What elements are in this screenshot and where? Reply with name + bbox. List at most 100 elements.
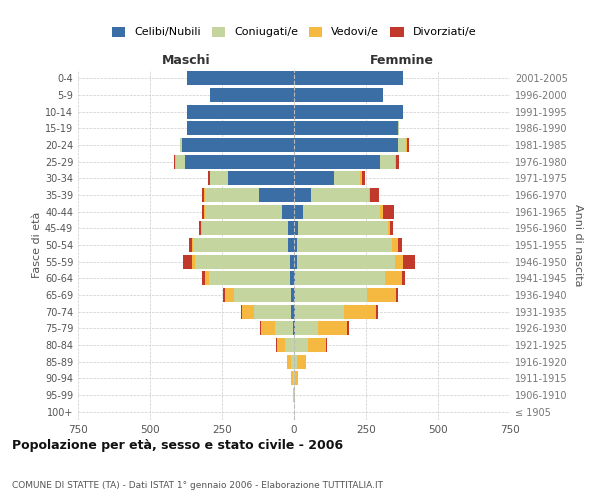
Bar xyxy=(297,238,392,252)
Bar xyxy=(297,354,305,369)
Bar xyxy=(396,288,398,302)
Bar xyxy=(347,322,349,336)
Bar xyxy=(298,221,388,236)
Bar xyxy=(402,271,405,285)
Bar xyxy=(288,238,294,252)
Bar xyxy=(204,204,205,219)
Bar xyxy=(383,204,394,219)
Bar xyxy=(367,288,396,302)
Bar xyxy=(294,254,297,269)
Bar xyxy=(233,288,291,302)
Bar xyxy=(260,322,261,336)
Bar xyxy=(241,304,242,319)
Bar xyxy=(225,288,233,302)
Bar xyxy=(194,254,290,269)
Bar xyxy=(294,104,403,118)
Bar xyxy=(290,271,294,285)
Bar xyxy=(202,188,204,202)
Bar xyxy=(192,254,194,269)
Bar xyxy=(369,188,370,202)
Bar xyxy=(294,188,311,202)
Bar xyxy=(187,121,294,136)
Bar xyxy=(180,138,182,152)
Y-axis label: Fasce di età: Fasce di età xyxy=(32,212,42,278)
Bar xyxy=(294,121,398,136)
Bar xyxy=(175,154,176,169)
Bar xyxy=(291,304,294,319)
Bar xyxy=(291,288,294,302)
Bar xyxy=(385,271,402,285)
Bar xyxy=(211,88,294,102)
Bar xyxy=(326,338,327,352)
Bar xyxy=(294,322,295,336)
Bar xyxy=(294,238,297,252)
Bar xyxy=(302,204,380,219)
Bar xyxy=(193,238,288,252)
Bar xyxy=(287,354,291,369)
Bar xyxy=(360,171,362,186)
Bar xyxy=(294,221,298,236)
Bar xyxy=(334,171,360,186)
Bar xyxy=(398,121,399,136)
Bar xyxy=(294,371,295,386)
Bar xyxy=(204,188,205,202)
Bar xyxy=(228,171,294,186)
Bar xyxy=(294,71,403,86)
Bar xyxy=(311,188,369,202)
Bar xyxy=(286,338,294,352)
Bar xyxy=(391,221,394,236)
Bar xyxy=(388,221,391,236)
Bar xyxy=(293,371,294,386)
Bar xyxy=(201,221,202,236)
Bar xyxy=(294,88,383,102)
Bar xyxy=(190,238,192,252)
Bar xyxy=(295,322,319,336)
Bar xyxy=(209,171,211,186)
Bar xyxy=(396,154,399,169)
Text: COMUNE DI STATTE (TA) - Dati ISTAT 1° gennaio 2006 - Elaborazione TUTTITALIA.IT: COMUNE DI STATTE (TA) - Dati ISTAT 1° ge… xyxy=(12,481,383,490)
Bar xyxy=(202,271,205,285)
Bar xyxy=(294,204,302,219)
Bar xyxy=(185,154,294,169)
Text: Femmine: Femmine xyxy=(370,54,434,66)
Bar xyxy=(209,271,290,285)
Bar xyxy=(294,304,295,319)
Bar xyxy=(295,271,385,285)
Bar xyxy=(208,171,209,186)
Bar xyxy=(259,188,294,202)
Bar xyxy=(319,322,347,336)
Bar xyxy=(192,238,193,252)
Bar xyxy=(294,288,295,302)
Bar xyxy=(254,304,291,319)
Bar xyxy=(199,221,201,236)
Bar xyxy=(294,338,308,352)
Bar xyxy=(182,138,294,152)
Bar xyxy=(376,304,377,319)
Bar xyxy=(211,171,228,186)
Bar xyxy=(395,154,396,169)
Bar xyxy=(277,338,286,352)
Bar xyxy=(283,204,294,219)
Bar xyxy=(187,71,294,86)
Bar xyxy=(380,154,395,169)
Bar xyxy=(291,371,293,386)
Bar xyxy=(205,271,209,285)
Bar xyxy=(398,138,406,152)
Y-axis label: Anni di nascita: Anni di nascita xyxy=(573,204,583,286)
Bar xyxy=(202,204,204,219)
Bar xyxy=(370,188,379,202)
Bar xyxy=(293,322,294,336)
Bar xyxy=(362,171,365,186)
Bar xyxy=(242,304,254,319)
Bar xyxy=(288,221,294,236)
Bar xyxy=(407,138,409,152)
Bar xyxy=(294,271,295,285)
Bar xyxy=(291,354,294,369)
Bar xyxy=(202,221,288,236)
Bar xyxy=(223,288,225,302)
Bar xyxy=(294,171,334,186)
Text: Popolazione per età, sesso e stato civile - 2006: Popolazione per età, sesso e stato civil… xyxy=(12,440,343,452)
Bar xyxy=(380,204,383,219)
Bar xyxy=(294,354,297,369)
Bar xyxy=(261,322,275,336)
